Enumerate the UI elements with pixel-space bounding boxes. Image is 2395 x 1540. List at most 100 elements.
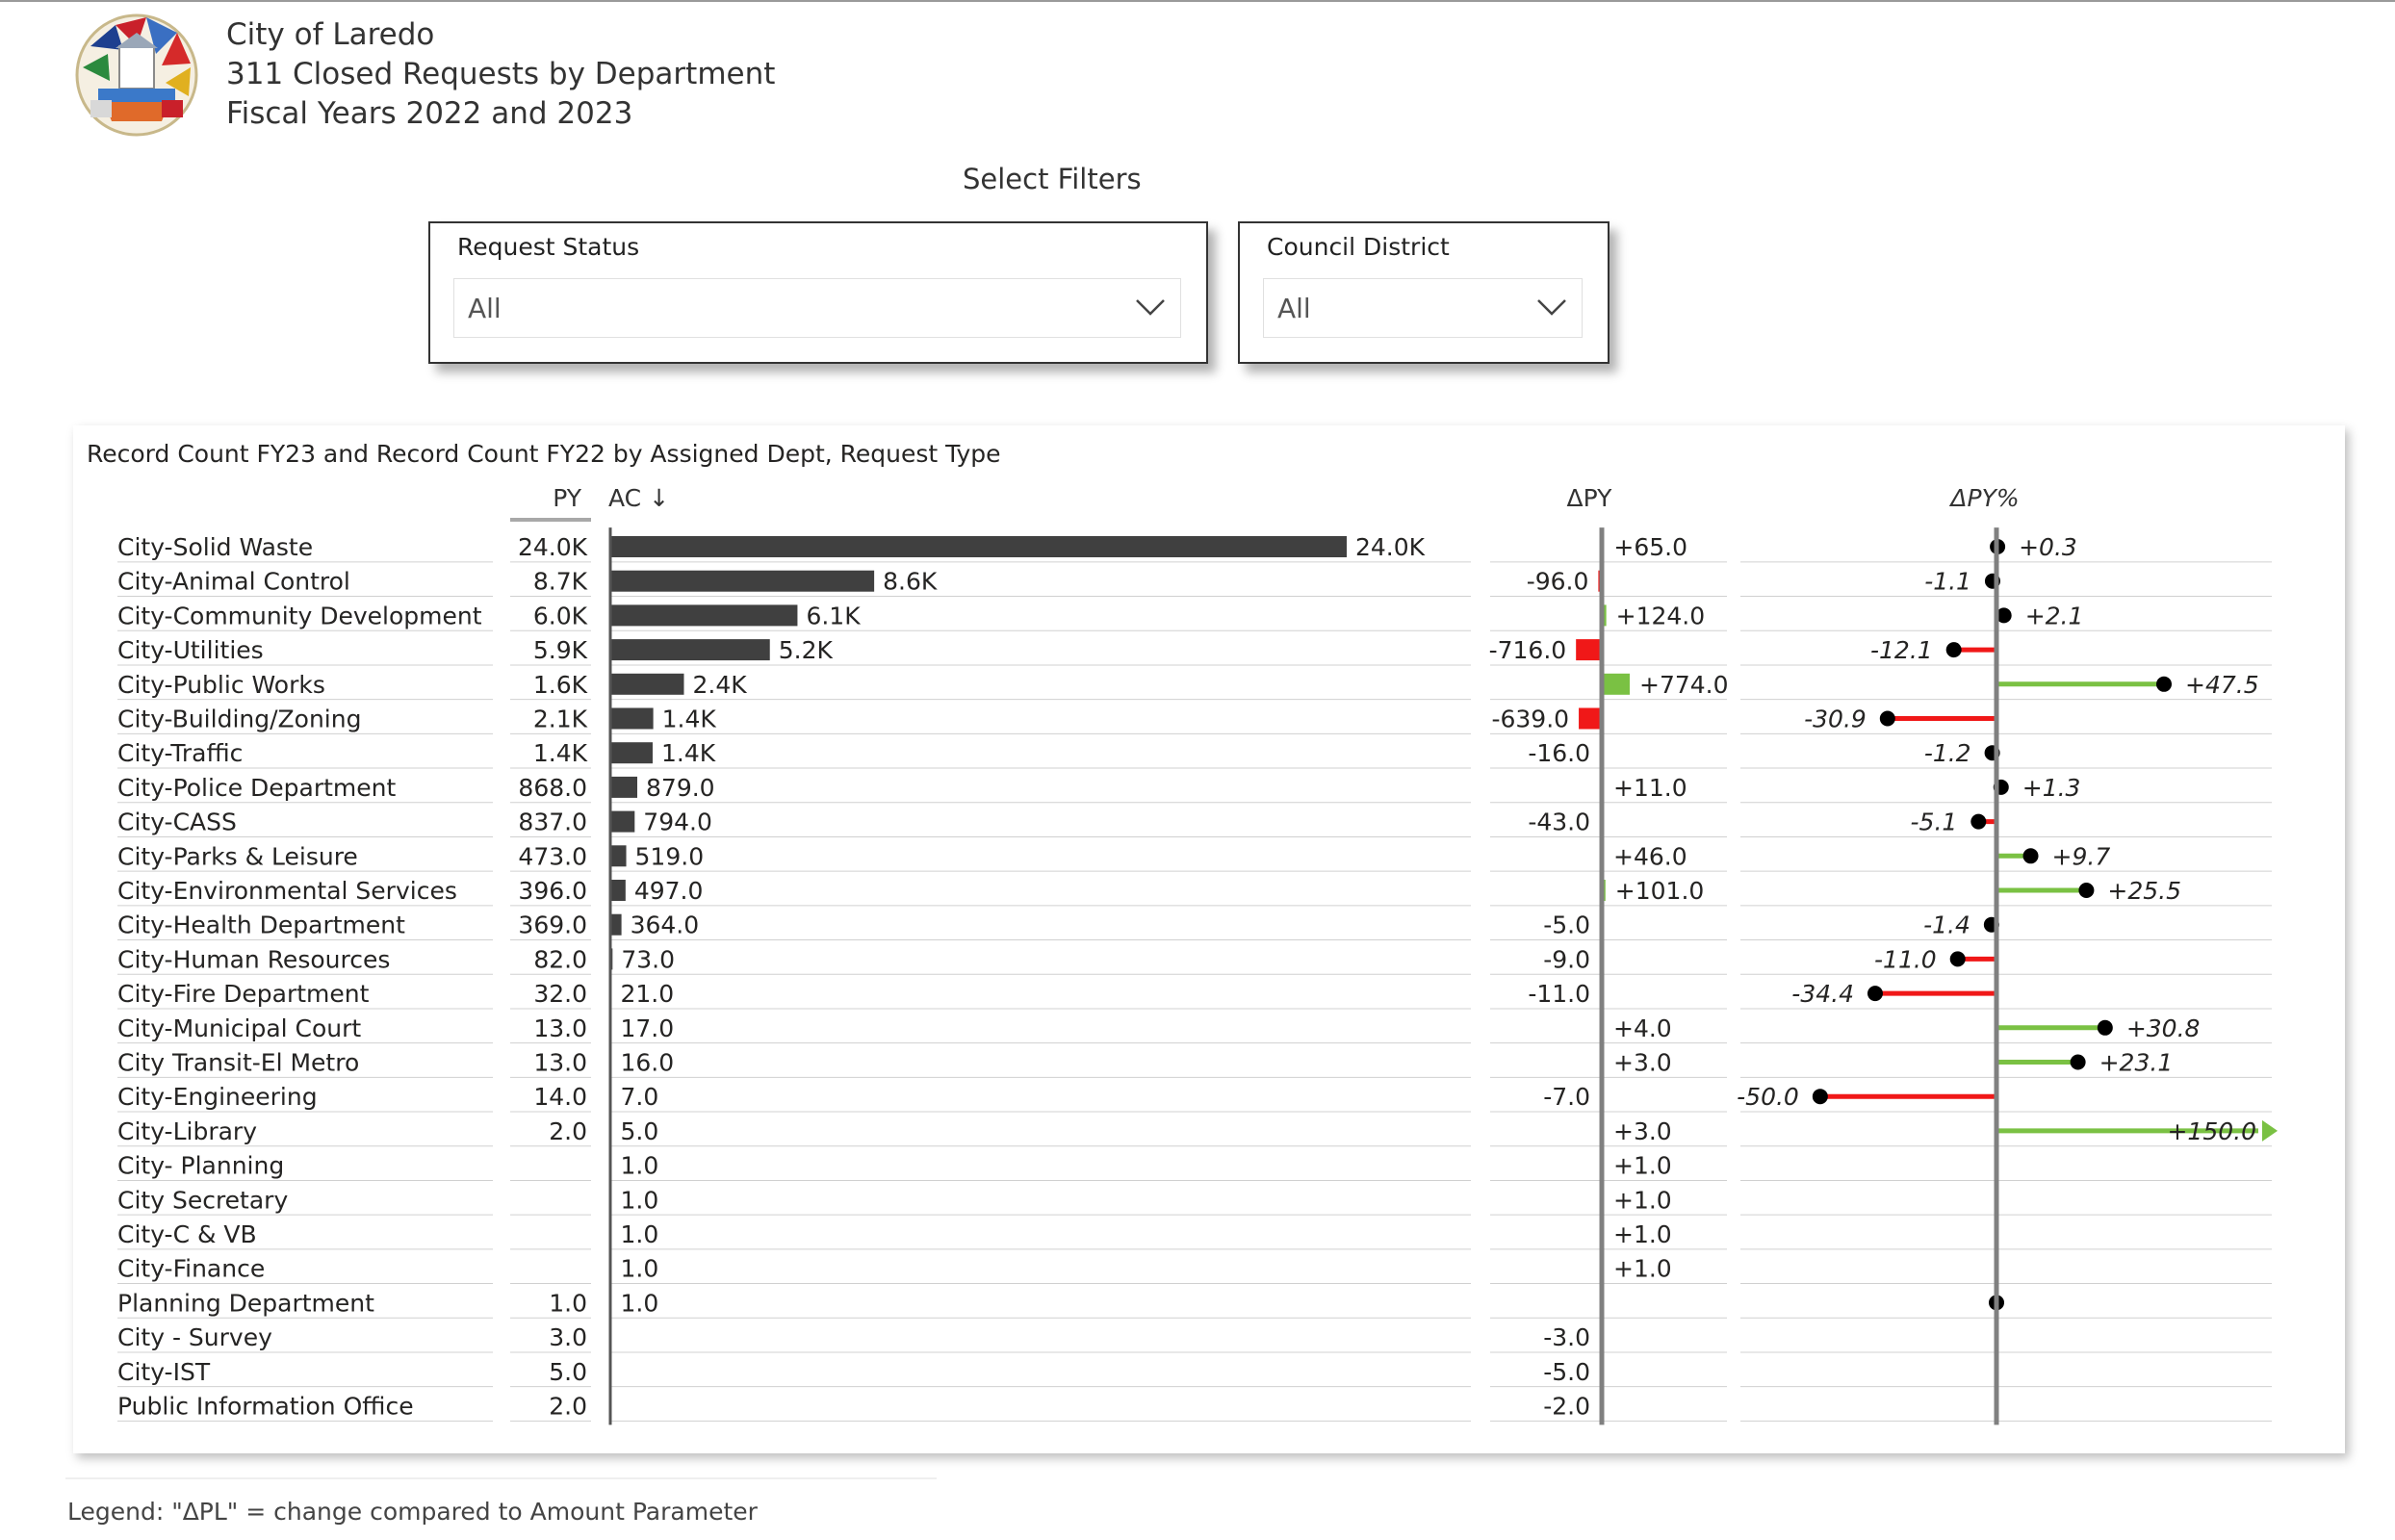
dpy-value-label: -5.0 <box>1543 911 1590 939</box>
dpy-pct-value-label: -1.4 <box>1923 911 1970 939</box>
dpy-pct-value-label: -1.1 <box>1924 568 1971 596</box>
ac-value-label: 7.0 <box>621 1083 659 1111</box>
ac-bar <box>610 845 627 867</box>
py-value-label: 2.0 <box>549 1393 587 1421</box>
dpy-pct-value-label: +0.3 <box>2019 533 2077 561</box>
dpy-value-label: +1.0 <box>1613 1220 1672 1248</box>
dpy-value-label: +11.0 <box>1613 774 1687 802</box>
dpy-pct-value-label: +1.3 <box>2022 774 2081 802</box>
row-category-label: City-C & VB <box>117 1220 257 1248</box>
ac-value-label: 1.0 <box>621 1186 659 1214</box>
dpy-value-label: -9.0 <box>1543 945 1590 973</box>
row-category-label: City-Solid Waste <box>117 533 313 561</box>
dpy-pct-value-label: -5.1 <box>1911 808 1958 836</box>
legend-text: Legend: "ΔPL" = change compared to Amoun… <box>67 1498 758 1526</box>
py-value-label: 82.0 <box>533 945 587 973</box>
dpy-value-label: +124.0 <box>1616 602 1706 629</box>
dpy-value-label: -43.0 <box>1528 808 1590 836</box>
row-category-label: City-Animal Control <box>117 568 350 596</box>
dpy-pct-overflow-arrow-icon <box>2262 1119 2278 1142</box>
dpy-negative-bar <box>1576 639 1602 661</box>
dpy-pct-value-label: +23.1 <box>2099 1049 2174 1077</box>
dpy-value-label: +1.0 <box>1613 1152 1672 1180</box>
dpy-pct-marker <box>2022 848 2039 864</box>
dpy-pct-value-label: -1.2 <box>1924 739 1971 767</box>
py-value-label: 1.4K <box>533 739 588 767</box>
py-value-label: 5.9K <box>533 636 588 664</box>
dpy-pct-value-label: -12.1 <box>1870 636 1933 664</box>
top-divider <box>0 0 2395 2</box>
ac-bar <box>610 707 654 730</box>
py-value-label: 14.0 <box>533 1083 587 1111</box>
dpy-value-label: -96.0 <box>1527 568 1589 596</box>
dpy-value-label: -3.0 <box>1543 1323 1590 1351</box>
dpy-value-label: +1.0 <box>1613 1255 1672 1283</box>
ac-bar <box>610 810 635 833</box>
dpy-pct-marker <box>1867 986 1883 1002</box>
row-category-label: City-Traffic <box>117 739 243 767</box>
ac-value-label: 5.2K <box>779 636 834 664</box>
council-district-slicer: Council District All <box>1238 221 1610 364</box>
ac-value-label: 1.0 <box>621 1255 659 1283</box>
row-category-label: Public Information Office <box>117 1393 414 1421</box>
council-district-label: Council District <box>1267 233 1450 261</box>
dpy-value-label: +774.0 <box>1639 671 1729 699</box>
row-category-label: City-Library <box>117 1117 257 1145</box>
ac-value-label: 497.0 <box>634 877 704 905</box>
row-category-label: City-CASS <box>117 808 237 836</box>
dpy-value-label: +3.0 <box>1613 1049 1672 1077</box>
council-district-dropdown[interactable]: All <box>1263 278 1583 338</box>
dpy-pct-marker <box>2070 1054 2086 1070</box>
py-value-label: 32.0 <box>533 980 587 1008</box>
legend-divider <box>65 1477 937 1479</box>
dpy-value-label: +101.0 <box>1615 877 1705 905</box>
ac-bar <box>610 570 875 592</box>
py-value-label: 24.0K <box>518 533 588 561</box>
row-category-label: City-IST <box>117 1358 211 1386</box>
row-category-label: City Transit-El Metro <box>117 1049 359 1077</box>
py-value-label: 1.6K <box>533 671 588 699</box>
py-value-label: 5.0 <box>549 1358 587 1386</box>
ac-value-label: 1.0 <box>621 1152 659 1180</box>
row-category-label: City-Municipal Court <box>117 1014 361 1042</box>
dpy-pct-marker <box>2078 883 2095 898</box>
dpy-pct-value-label: +25.5 <box>2107 877 2181 905</box>
dpy-value-label: +46.0 <box>1613 842 1687 870</box>
row-category-label: City-Engineering <box>117 1083 318 1111</box>
py-value-label: 3.0 <box>549 1323 587 1351</box>
dpy-pct-value-label: +9.7 <box>2052 842 2111 870</box>
dpy-value-label: +65.0 <box>1613 533 1687 561</box>
py-value-label: 13.0 <box>533 1049 587 1077</box>
row-category-label: City-Health Department <box>117 911 405 939</box>
dpy-value-label: +4.0 <box>1613 1014 1672 1042</box>
ac-value-label: 1.0 <box>621 1289 659 1317</box>
row-category-label: City-Utilities <box>117 636 264 664</box>
dpy-value-label: -7.0 <box>1543 1083 1590 1111</box>
dpy-pct-marker <box>1879 710 1895 727</box>
dpy-value-label: +3.0 <box>1613 1117 1672 1145</box>
column-header-dpy: ΔPY <box>1567 484 1613 512</box>
dpy-pct-value-label: -34.4 <box>1791 980 1854 1008</box>
dpy-value-label: -2.0 <box>1543 1393 1590 1421</box>
header-line-2: 311 Closed Requests by Department <box>226 57 776 91</box>
ac-value-label: 24.0K <box>1355 533 1426 561</box>
row-category-label: City Secretary <box>117 1186 288 1214</box>
ac-value-label: 1.4K <box>661 739 716 767</box>
dpy-positive-bar <box>1602 673 1630 695</box>
row-category-label: City-Human Resources <box>117 945 390 973</box>
py-value-label: 837.0 <box>518 808 587 836</box>
dpy-pct-value-label: +2.1 <box>2025 602 2084 629</box>
variance-table-visual: Record Count FY23 and Record Count FY22 … <box>73 425 2345 1453</box>
request-status-value: All <box>468 293 502 324</box>
dpy-pct-value-label: -50.0 <box>1737 1083 1799 1111</box>
chevron-down-icon <box>1537 299 1566 316</box>
dpy-value-label: -639.0 <box>1491 706 1569 733</box>
column-header-py: PY <box>553 484 582 512</box>
request-status-dropdown[interactable]: All <box>453 278 1181 338</box>
ac-value-label: 364.0 <box>631 911 700 939</box>
chevron-down-icon <box>1136 299 1165 316</box>
py-value-label: 8.7K <box>533 568 588 596</box>
ac-value-label: 519.0 <box>635 842 705 870</box>
ac-value-label: 8.6K <box>883 568 938 596</box>
dpy-pct-value-label: -11.0 <box>1874 945 1937 973</box>
